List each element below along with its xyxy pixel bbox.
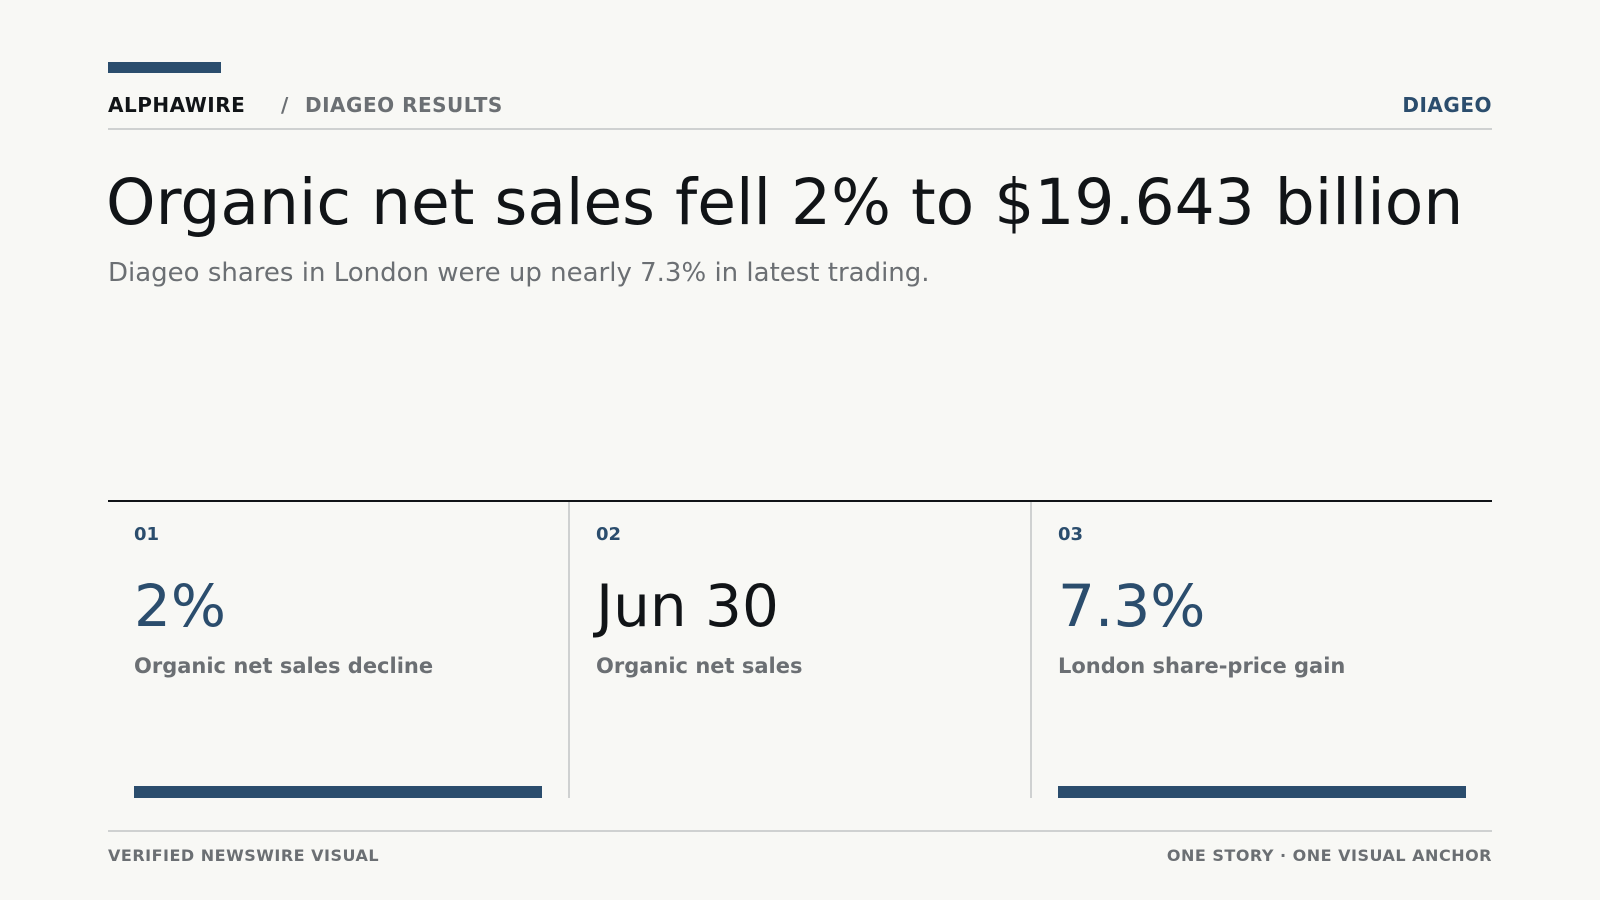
footer-right-label: ONE STORY · ONE VISUAL ANCHOR bbox=[1166, 846, 1492, 865]
stat-label: Organic net sales decline bbox=[134, 654, 434, 678]
footer: VERIFIED NEWSWIRE VISUAL ONE STORY · ONE… bbox=[108, 830, 1492, 865]
stat-number: 03 bbox=[1058, 524, 1084, 545]
stat-card-3: 03 7.3% London share-price gain bbox=[1030, 502, 1492, 798]
stat-number: 02 bbox=[596, 524, 622, 545]
footer-left-label: VERIFIED NEWSWIRE VISUAL bbox=[108, 846, 380, 865]
brand-name: ALPHAWIRE bbox=[108, 93, 246, 117]
company-name: DIAGEO bbox=[1402, 93, 1492, 117]
stat-accent-bar bbox=[1058, 786, 1466, 798]
accent-bar bbox=[108, 62, 221, 73]
stat-card-2: 02 Jun 30 Organic net sales bbox=[568, 502, 1030, 798]
header: ALPHAWIRE / DIAGEO RESULTS DIAGEO bbox=[108, 90, 1492, 130]
breadcrumb-separator: / bbox=[281, 93, 289, 117]
stat-value: 7.3% bbox=[1058, 572, 1206, 640]
stat-value: Jun 30 bbox=[596, 572, 779, 640]
stat-number: 01 bbox=[134, 524, 160, 545]
stats-row: 01 2% Organic net sales decline 02 Jun 3… bbox=[108, 500, 1492, 798]
stat-accent-bar bbox=[134, 786, 542, 798]
headline: Organic net sales fell 2% to $19.643 bil… bbox=[106, 166, 1464, 239]
subheadline: Diageo shares in London were up nearly 7… bbox=[108, 258, 930, 288]
stat-label: Organic net sales bbox=[596, 654, 803, 678]
stat-value: 2% bbox=[134, 572, 227, 640]
stat-label: London share-price gain bbox=[1058, 654, 1346, 678]
stat-card-1: 01 2% Organic net sales decline bbox=[108, 502, 568, 798]
breadcrumb-section: DIAGEO RESULTS bbox=[305, 93, 503, 117]
